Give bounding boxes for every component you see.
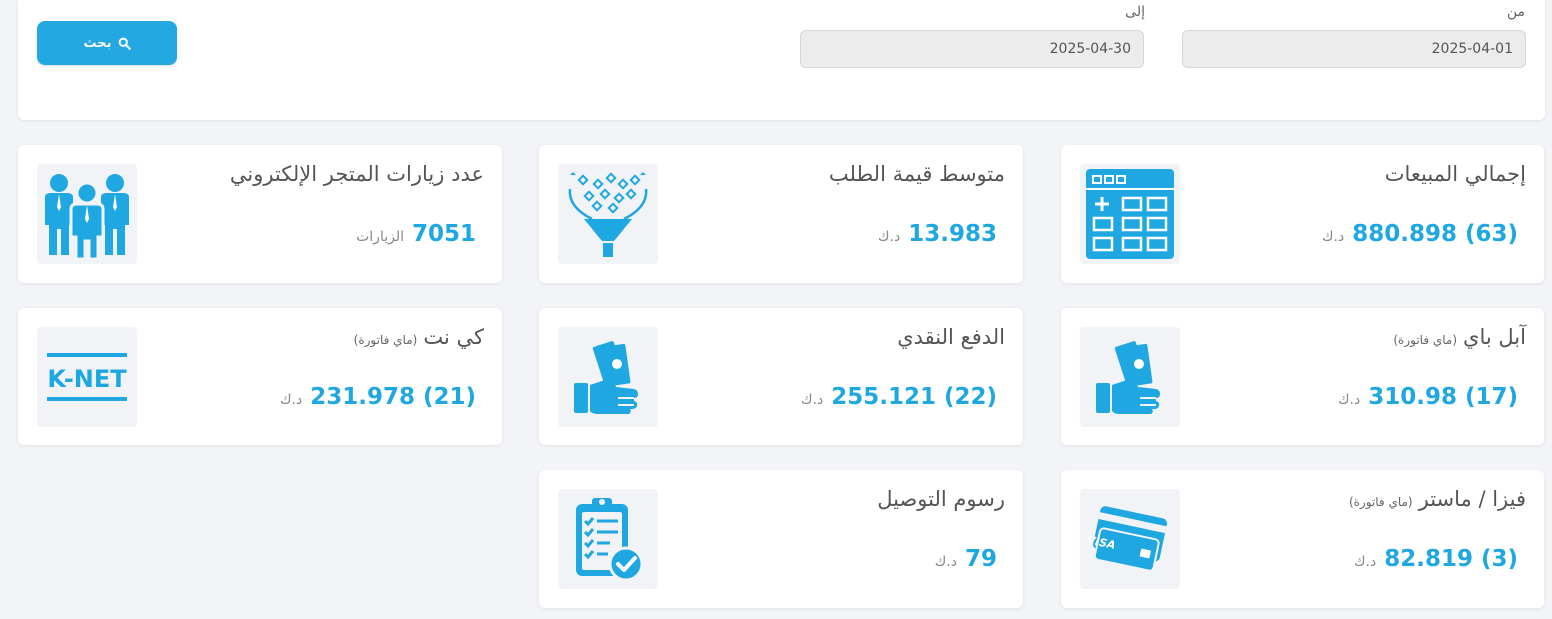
card-avg-order: متوسط قيمة الطلب 13.983 د.ك — [539, 145, 1023, 283]
people-icon — [45, 174, 129, 261]
search-button-label: بحث — [83, 35, 112, 51]
card-value: 310.98 (17) د.ك — [1337, 384, 1518, 410]
card-knet: K-NET كي نت(ماي فاتورة) 231.978 (21) د.ك — [18, 308, 502, 445]
to-label: إلى — [1125, 4, 1145, 20]
icon-box — [558, 489, 658, 589]
to-date-input[interactable] — [800, 30, 1144, 68]
icon-box — [37, 164, 137, 264]
card-value: 231.978 (21) د.ك — [279, 384, 476, 410]
card-title: عدد زيارات المتجر الإلكتروني — [229, 162, 484, 186]
card-title: الدفع النقدي — [897, 325, 1005, 349]
funnel-icon — [568, 172, 648, 257]
date-filter-panel: من إلى — [18, 0, 1545, 120]
card-title: متوسط قيمة الطلب — [828, 162, 1005, 186]
icon-box: VISA — [1080, 489, 1180, 589]
card-title: إجمالي المبيعات — [1384, 162, 1526, 186]
calculator-icon — [1086, 169, 1174, 259]
card-cash-payment: الدفع النقدي 255.121 (22) د.ك — [539, 308, 1023, 445]
icon-box — [558, 164, 658, 264]
card-value: 82.819 (3) د.ك — [1353, 546, 1518, 572]
icon-box: K-NET — [37, 327, 137, 427]
card-value: 79 د.ك — [934, 546, 997, 572]
icon-box — [558, 327, 658, 427]
card-value: 13.983 د.ك — [878, 221, 997, 247]
svg-text:K-NET: K-NET — [47, 365, 127, 393]
search-icon — [118, 37, 131, 50]
knet-icon: K-NET — [47, 353, 127, 401]
card-title: فيزا / ماستر(ماي فاتورة) — [1348, 487, 1526, 511]
cash-hand-icon — [1096, 341, 1160, 414]
credit-card-icon: VISA — [1087, 506, 1167, 572]
search-button[interactable]: بحث — [37, 21, 177, 65]
icon-box — [1080, 327, 1180, 427]
card-apple-pay: آبل باي(ماي فاتورة) 310.98 (17) د.ك — [1061, 308, 1544, 445]
clipboard-check-icon — [576, 498, 644, 582]
from-label: من — [1506, 4, 1525, 20]
card-visa-master: VISA فيزا / ماستر(ماي فاتورة) 82.819 (3)… — [1061, 470, 1544, 608]
svg-text:VISA: VISA — [1087, 533, 1117, 552]
card-title: رسوم التوصيل — [877, 487, 1005, 511]
card-value: 7051 الزيارات — [356, 221, 476, 247]
from-date-input[interactable] — [1182, 30, 1526, 68]
cash-hand-icon — [574, 341, 638, 414]
card-delivery-fees: رسوم التوصيل 79 د.ك — [539, 470, 1023, 608]
card-value: 880.898 (63) د.ك — [1321, 221, 1518, 247]
card-title: آبل باي(ماي فاتورة) — [1393, 325, 1526, 349]
card-value: 255.121 (22) د.ك — [800, 384, 997, 410]
card-store-visits: عدد زيارات المتجر الإلكتروني 7051 الزيارا… — [18, 145, 502, 283]
icon-box — [1080, 164, 1180, 264]
card-total-sales: إجمالي المبيعات 880.898 (63) د.ك — [1061, 145, 1544, 283]
card-title: كي نت(ماي فاتورة) — [353, 325, 484, 349]
